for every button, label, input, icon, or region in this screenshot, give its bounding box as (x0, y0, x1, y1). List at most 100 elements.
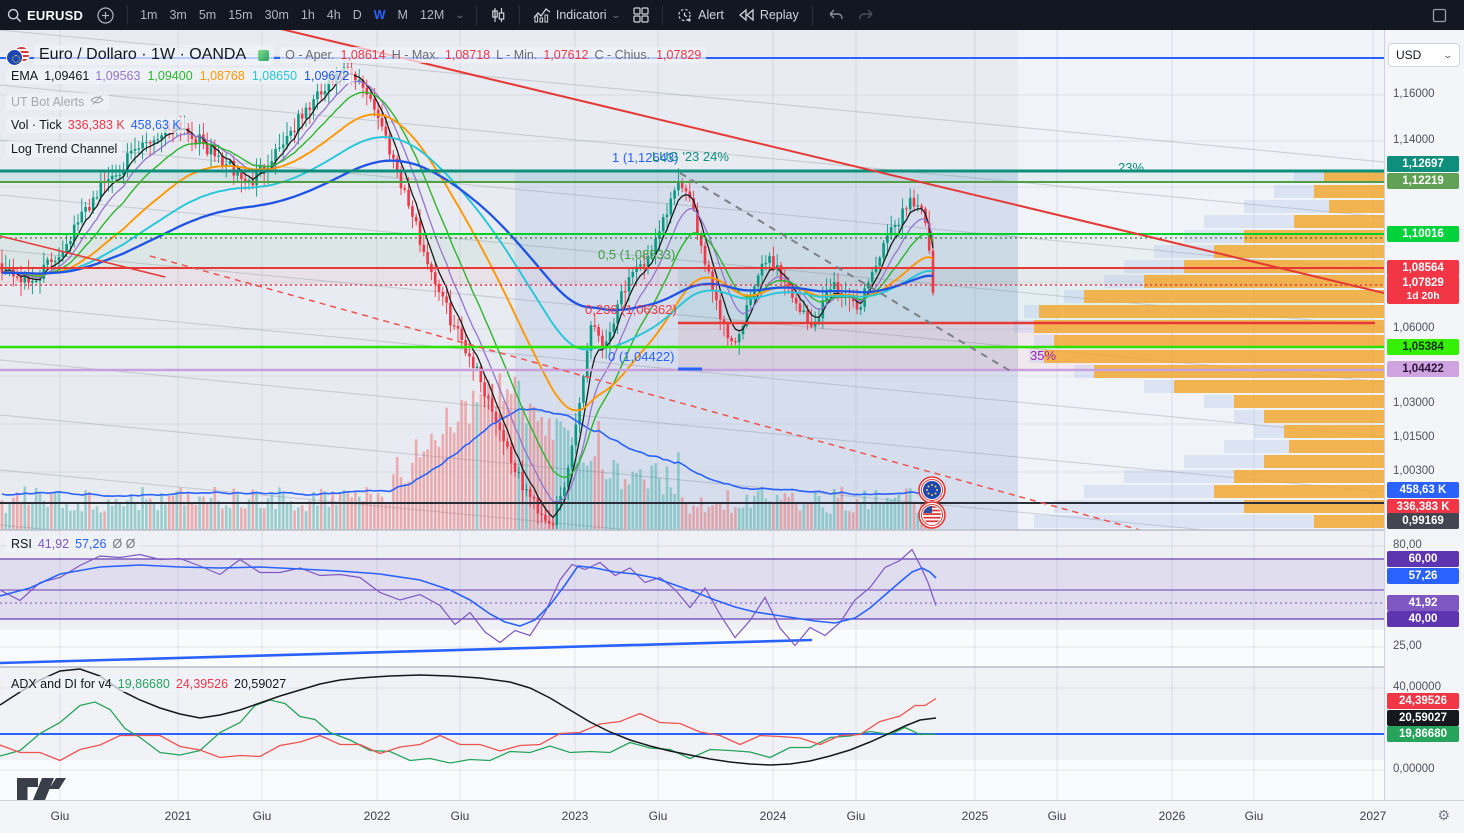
fib-annotation[interactable]: 23% (1118, 160, 1144, 175)
rsi-legend-row[interactable]: RSI 41,92 57,26 Ø Ø (6, 536, 141, 552)
time-axis-label: 2021 (164, 809, 192, 823)
fib-annotation[interactable]: 1 (1,12643) (612, 150, 679, 165)
tradingview-logo[interactable] (16, 772, 68, 807)
indicators-button[interactable]: Indicatori ⌄ (526, 2, 626, 28)
timeframe-30m[interactable]: 30m (264, 8, 289, 22)
fib-zone[interactable] (0, 234, 1384, 268)
market-status-icon (258, 49, 270, 61)
volume-legend-row[interactable]: Vol · Tick 336,383 K 458,63 K (6, 117, 186, 133)
time-axis-label: Giu (450, 809, 470, 823)
indicators-icon (533, 7, 551, 23)
open-value: 1,08614 (340, 48, 386, 62)
timeframe-12M[interactable]: 12M (419, 8, 445, 22)
rsi-hidden-inputs: Ø Ø (112, 537, 136, 551)
currency-flag-markers[interactable] (918, 476, 946, 529)
axis-price-badge: 0,99169 (1387, 513, 1459, 529)
log-trend-channel-label: Log Trend Channel (11, 142, 118, 156)
indicators-chevron-icon: ⌄ (610, 9, 621, 20)
timeframe-W[interactable]: W (373, 8, 386, 22)
eye-hidden-icon[interactable] (90, 94, 105, 109)
rsi-line (0, 548, 937, 647)
alert-clock-icon (676, 7, 693, 24)
high-value: 1,08718 (444, 48, 491, 62)
currency-value: USD (1396, 48, 1422, 62)
axis-price-badge: 40,00 (1387, 611, 1459, 627)
trend-line[interactable] (0, 235, 166, 278)
redo-button[interactable] (851, 2, 883, 28)
axis-price-badge: 1,07829 1d 20h (1387, 275, 1459, 304)
fib-zone[interactable] (0, 268, 1384, 285)
undo-icon (826, 8, 844, 22)
low-label: L - Min. (496, 48, 538, 62)
time-axis-label: 2026 (1158, 809, 1186, 823)
symbol-legend-row[interactable]: Euro / Dollaro · 1W · OANDA O - Aper. 1,0… (6, 45, 707, 66)
timeframe-M[interactable]: M (397, 8, 408, 22)
rsi-value-1: 41,92 (37, 537, 70, 551)
di-plus-line (0, 699, 937, 764)
high-label: H - Max. (391, 48, 439, 62)
symbol-name: EURUSD (27, 7, 84, 23)
replay-icon (738, 8, 755, 22)
adx-green-value: 19,86680 (117, 677, 170, 691)
fullscreen-frame-button[interactable] (1425, 2, 1454, 28)
replay-button[interactable]: Replay (731, 2, 806, 28)
volume-buy-value: 458,63 K (130, 118, 181, 132)
price-chart-canvas[interactable]: 1 (1,12643)LUG '23 24% 0,5 (1,08533) 0,236… (0, 30, 1384, 800)
fib-zone[interactable] (0, 171, 1384, 182)
axis-settings-gear-icon[interactable]: ⚙ (1437, 807, 1450, 823)
timeframe-D[interactable]: D (352, 8, 362, 22)
timeframe-15m[interactable]: 15m (228, 8, 253, 22)
chart-pane[interactable]: 1 (1,12643) LUG '23 24% 0,5 (1,08533) 0,236… (0, 30, 1384, 800)
timeframe-1m[interactable]: 1m (140, 8, 158, 22)
close-label: C - Chius. (594, 48, 651, 62)
fib-annotation[interactable]: 0 (1,04422) (608, 349, 675, 364)
time-axis-label: Giu (50, 809, 70, 823)
volume-profile (1014, 170, 1384, 528)
layout-grid-button[interactable] (626, 2, 656, 28)
chart-style-button[interactable] (483, 2, 513, 28)
adx-red-value: 24,39526 (175, 677, 229, 691)
open-label: O - Aper. (285, 48, 335, 62)
axis-price-badge: 57,26 (1387, 568, 1459, 584)
timeframe-1h[interactable]: 1h (300, 8, 315, 22)
log-trend-channel-legend-row[interactable]: Log Trend Channel (6, 141, 123, 157)
ema-legend-row[interactable]: EMA 1,09461 1,09563 1,09400 1,08768 1,08650… (6, 68, 355, 84)
price-axis[interactable]: USD ⌄ 1,16000 1,14000 1,06000 1,03000 1,0150… (1384, 30, 1464, 800)
ema-line-3[interactable] (1, 91, 934, 479)
volume-bars (0, 373, 935, 530)
rsi-trendline[interactable] (0, 638, 813, 665)
ema-value-3: 1,09400 (147, 69, 193, 83)
ema-line-5[interactable] (1, 136, 934, 351)
adx-line (0, 668, 937, 766)
symbol-search-button[interactable]: EURUSD (0, 2, 90, 28)
axis-tick: 1,06000 (1393, 322, 1435, 334)
candlestick-style-icon (490, 7, 506, 23)
replay-label: Replay (759, 8, 799, 22)
undo-button[interactable] (819, 2, 851, 28)
timeframe-3m[interactable]: 3m (169, 8, 187, 22)
ema-line-2[interactable] (1, 80, 934, 503)
fib-annotation[interactable]: 0,5 (1,08533) (598, 247, 675, 262)
time-axis-label: Giu (846, 809, 866, 823)
timeframe-dropdown-chevron[interactable]: ⌄ (454, 9, 466, 20)
symbol-title: Euro / Dollaro · 1W · OANDA (39, 46, 247, 63)
adx-legend-row[interactable]: ADX and DI for v4 19,86680 24,39526 20,5… (6, 676, 292, 692)
volume-ma-line (1, 408, 934, 497)
grid-layout-icon (633, 7, 649, 23)
utbot-legend-row[interactable]: UT Bot Alerts (6, 93, 110, 110)
ema-line-6[interactable] (1, 159, 934, 312)
axis-price-badge: 60,00 (1387, 551, 1459, 567)
time-axis[interactable]: ⚙ Giu 2021 Giu 2022 Giu 2023 Giu 2024 Giu 2025 Giu… (0, 800, 1464, 833)
compare-add-button[interactable] (90, 2, 121, 28)
time-axis-label: Giu (648, 809, 668, 823)
axis-price-badge: 1,08564 (1387, 260, 1459, 276)
alert-button[interactable]: Alert (669, 2, 731, 28)
timeframe-5m[interactable]: 5m (198, 8, 217, 22)
currency-select[interactable]: USD ⌄ (1388, 43, 1460, 67)
top-toolbar: EURUSD 1m 3m 5m 15m 30m 1h 4h D W M 12M ⌄ Indicato… (0, 0, 1464, 30)
axis-tick: 25,00 (1393, 640, 1422, 652)
fib-annotation[interactable]: LUG '23 24% (652, 149, 729, 164)
fib-annotation[interactable]: 0,236 (1,06362) (585, 302, 677, 317)
timeframe-4h[interactable]: 4h (326, 8, 341, 22)
fib-annotation[interactable]: 35% (1030, 348, 1056, 363)
